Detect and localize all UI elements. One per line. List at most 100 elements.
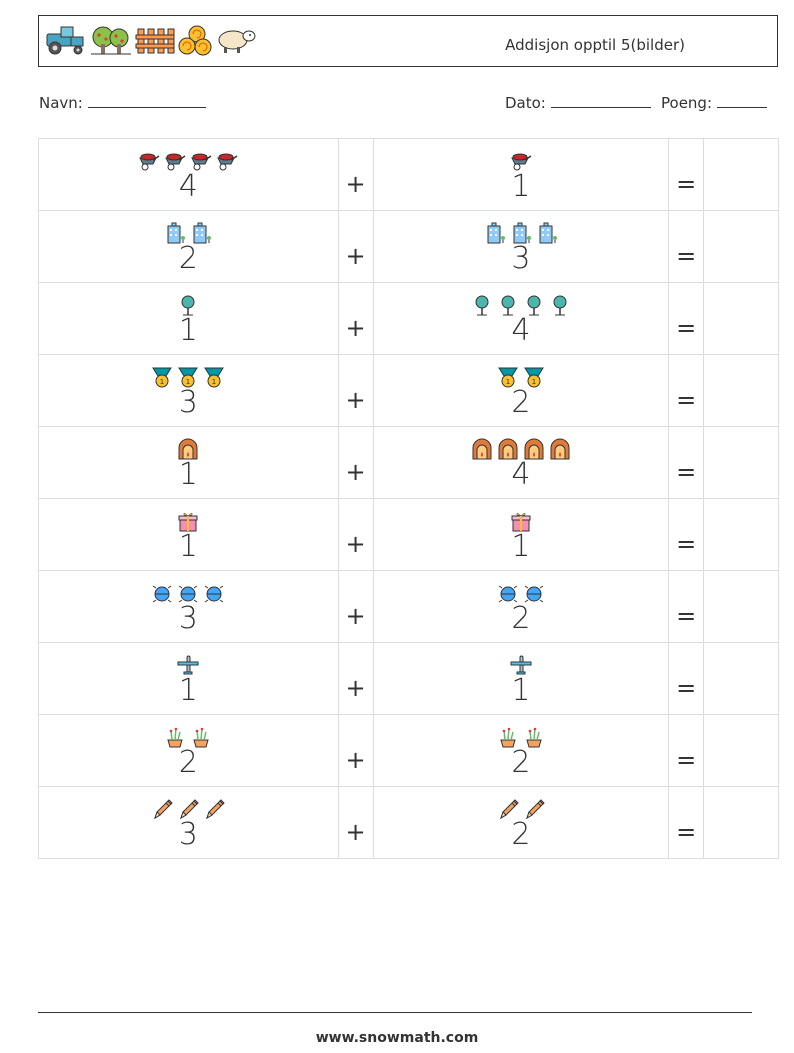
answer-cell[interactable] [703, 426, 779, 499]
problem-row: 1 +4 = [38, 282, 779, 355]
building-icon [190, 222, 212, 244]
answer-cell[interactable] [703, 498, 779, 571]
operator-cell: + [337, 570, 374, 643]
right-operand-cell: 1 [372, 498, 670, 571]
equals-sign: = [676, 673, 697, 702]
problem-row: 1 +4 = [38, 426, 779, 499]
plus-sign: + [345, 817, 366, 846]
equals-sign: = [676, 529, 697, 558]
date-field[interactable]: Dato: [505, 93, 651, 112]
picture-group [39, 292, 338, 316]
equals-sign: = [676, 241, 697, 270]
oven-icon [497, 438, 519, 460]
svg-text:1: 1 [212, 378, 216, 386]
name-line[interactable] [87, 93, 206, 108]
tree-icon [497, 294, 519, 316]
ball-icon [497, 582, 519, 604]
footer-url[interactable]: www.snowmath.com [315, 1030, 479, 1046]
right-number: 2 [511, 816, 531, 852]
left-operand-cell: 4 [38, 138, 339, 211]
picture-group [374, 652, 669, 676]
medal-icon: 1 [151, 366, 173, 388]
picture-group [39, 508, 338, 532]
answer-cell[interactable] [703, 642, 779, 715]
operator-cell: + [337, 138, 374, 211]
operator-cell: + [337, 354, 374, 427]
operator-cell: + [337, 282, 374, 355]
pencil-icon [203, 798, 226, 820]
problem-row: 3 +2 = [38, 786, 779, 859]
answer-cell[interactable] [703, 570, 779, 643]
right-number: 1 [511, 168, 531, 204]
picture-group [39, 148, 338, 172]
plus-sign: + [345, 673, 366, 702]
equals-sign: = [676, 385, 697, 414]
operator-cell: + [337, 210, 374, 283]
equals-cell: = [668, 570, 705, 643]
right-operand-cell: 2 [372, 714, 670, 787]
answer-cell[interactable] [703, 138, 779, 211]
ball-icon [177, 582, 199, 604]
plus-sign: + [345, 529, 366, 558]
problem-row: 4 +1 = [38, 138, 779, 211]
wheelbarrow-icon [164, 150, 186, 172]
pencil-icon [177, 798, 200, 820]
problem-row: 1 1 1 3 +1 1 2 = [38, 354, 779, 427]
answer-cell[interactable] [703, 714, 779, 787]
operator-cell: + [337, 786, 374, 859]
operator-cell: + [337, 498, 374, 571]
answer-cell[interactable] [703, 354, 779, 427]
sheep-icon [218, 30, 256, 53]
name-field[interactable]: Navn: [39, 93, 206, 112]
wheelbarrow-icon [138, 150, 160, 172]
oven-icon [549, 438, 571, 460]
gift-icon [177, 510, 199, 532]
right-operand-cell: 1 [372, 138, 670, 211]
left-number: 4 [178, 168, 198, 204]
answer-cell[interactable] [703, 210, 779, 283]
wheelbarrow-icon [216, 150, 238, 172]
answer-cell[interactable] [703, 282, 779, 355]
left-number: 1 [178, 672, 198, 708]
picture-group [374, 796, 669, 820]
date-line[interactable] [550, 93, 651, 108]
right-number: 3 [511, 240, 531, 276]
operator-cell: + [337, 714, 374, 787]
plus-sign: + [345, 385, 366, 414]
right-number: 1 [511, 528, 531, 564]
answer-cell[interactable] [703, 786, 779, 859]
plant-pot-icon [497, 726, 519, 748]
right-operand-cell: 4 [372, 282, 670, 355]
apple-tree-icon [91, 26, 131, 55]
date-label: Dato: [505, 94, 546, 112]
tree-icon [523, 294, 545, 316]
problem-row: 3 +2 = [38, 570, 779, 643]
picture-group [374, 220, 669, 244]
picture-group [39, 652, 338, 676]
right-number: 4 [511, 456, 531, 492]
airplane-icon [177, 654, 199, 676]
right-operand-cell: 2 [372, 786, 670, 859]
plant-pot-icon [523, 726, 545, 748]
left-number: 1 [178, 312, 198, 348]
problem-table: 4 +1 = 2 +3 = 1 +4 = 1 1 1 3 +1 1 2 = 1 +4 = 1 +1 = 3 +2 = 1 +1 = 2 +2… [38, 138, 779, 859]
medal-icon: 1 [203, 366, 225, 388]
right-number: 2 [511, 600, 531, 636]
right-number: 2 [511, 384, 531, 420]
left-number: 2 [178, 240, 198, 276]
plus-sign: + [345, 313, 366, 342]
ball-icon [523, 582, 545, 604]
score-field[interactable]: Poeng: [661, 93, 767, 112]
right-operand-cell: 4 [372, 426, 670, 499]
ball-icon [203, 582, 225, 604]
problem-row: 1 +1 = [38, 642, 779, 715]
tree-icon [549, 294, 571, 316]
pencil-icon [151, 798, 174, 820]
equals-cell: = [668, 138, 705, 211]
building-icon [510, 222, 532, 244]
problem-row: 1 +1 = [38, 498, 779, 571]
problem-row: 2 +2 = [38, 714, 779, 787]
equals-sign: = [676, 457, 697, 486]
score-line[interactable] [716, 93, 767, 108]
tractor-icon [46, 26, 84, 55]
